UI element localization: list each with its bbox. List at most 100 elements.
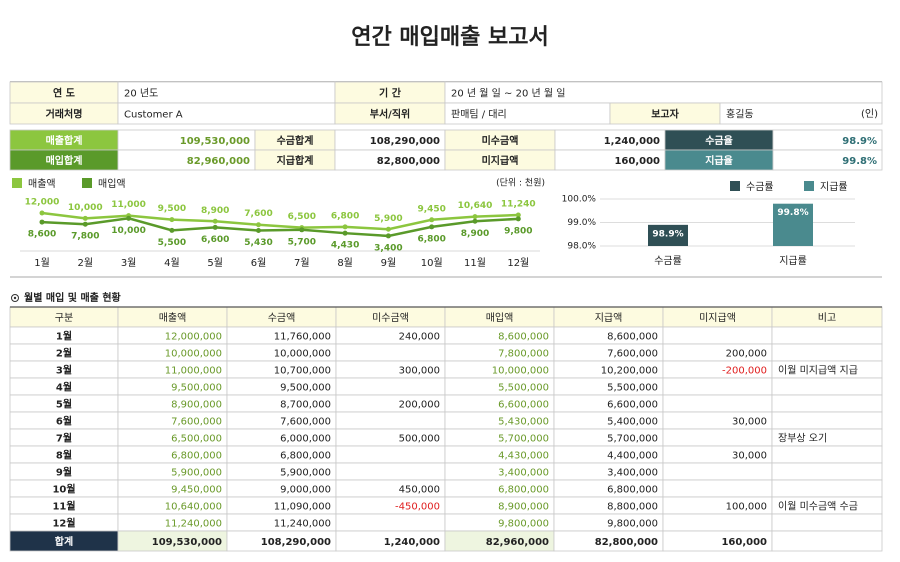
total-cell: 합계 xyxy=(55,535,73,548)
y-tick-label: 99.0% xyxy=(567,218,596,228)
x-tick-label: 지급률 xyxy=(779,255,807,267)
cell-text: 8월 xyxy=(56,450,72,462)
section-marker-dot xyxy=(13,296,17,300)
cell-text: 2월 xyxy=(56,348,72,360)
data-label: 6,500 xyxy=(288,212,316,222)
data-label: 6,800 xyxy=(417,234,445,244)
cell-text: 10,700,000 xyxy=(274,366,331,377)
total-cell: 82,800,000 xyxy=(595,537,658,548)
cell-text: 10,000,000 xyxy=(492,366,549,377)
cell-text: 장부상 오기 xyxy=(778,433,827,445)
cell-text: 200,000 xyxy=(399,400,440,411)
cell-text: 11,760,000 xyxy=(274,332,331,343)
info-label: 거래처명 xyxy=(46,108,83,121)
series-line xyxy=(41,217,519,238)
cell-text: 8,800,000 xyxy=(607,502,658,513)
summary-label: 미수금액 xyxy=(482,134,519,147)
summary-value: 1,240,000 xyxy=(604,136,660,147)
total-cell: 160,000 xyxy=(721,537,767,548)
summary-value: 160,000 xyxy=(614,156,660,167)
cell xyxy=(662,479,773,498)
cell xyxy=(335,513,446,532)
x-tick-label: 11월 xyxy=(464,257,486,269)
summary-label: 미지급액 xyxy=(482,154,519,167)
point xyxy=(212,224,218,230)
cell-text: 300,000 xyxy=(399,366,440,377)
data-label: 9,500 xyxy=(158,204,186,214)
header-cell: 지급액 xyxy=(595,312,623,324)
data-label: 6,600 xyxy=(201,235,229,245)
data-label: 7,600 xyxy=(244,209,272,219)
data-label: 4,430 xyxy=(331,241,359,251)
cell xyxy=(771,479,883,498)
cell-text: 3월 xyxy=(56,365,72,377)
cell-text: 8,700,000 xyxy=(280,400,331,411)
data-label: 9,800 xyxy=(504,226,532,236)
cell xyxy=(771,326,883,345)
cell-text: 6월 xyxy=(56,416,72,428)
point xyxy=(82,221,88,227)
cell-text: 9,000,000 xyxy=(280,485,331,496)
cell-text: 7,600,000 xyxy=(607,349,658,360)
x-tick-label: 수금률 xyxy=(654,255,682,267)
cell-text: 5,900,000 xyxy=(171,468,222,479)
data-label: 10,000 xyxy=(68,203,103,213)
point xyxy=(429,217,435,223)
cell-text: 10,000,000 xyxy=(165,349,222,360)
cell-text: 6,800,000 xyxy=(280,451,331,462)
x-tick-label: 5월 xyxy=(207,257,223,269)
cell-text: 20 년 월 일 ~ 20 년 월 일 xyxy=(451,88,565,100)
data-label: 99.8% xyxy=(777,208,808,218)
point xyxy=(515,212,521,218)
x-tick-label: 2월 xyxy=(78,257,94,269)
series-line xyxy=(41,211,519,231)
info-label: 연 도 xyxy=(53,87,75,100)
cell-text: 9월 xyxy=(56,467,72,479)
legend-swatch xyxy=(804,181,814,191)
cell xyxy=(662,513,773,532)
cell-text: 판매팀 / 대리 xyxy=(451,109,507,121)
cell-text: 5,430,000 xyxy=(498,417,549,428)
cell-text: 100,000 xyxy=(726,502,767,513)
point xyxy=(472,218,478,224)
summary-value: 82,960,000 xyxy=(187,156,250,167)
cell-text: 6,800,000 xyxy=(171,451,222,462)
cell-text: 4,400,000 xyxy=(607,451,658,462)
point xyxy=(126,215,132,221)
cell xyxy=(771,411,883,430)
cell xyxy=(335,377,446,396)
legend-swatch xyxy=(82,178,92,188)
cell-text: 8,900,000 xyxy=(498,502,549,513)
x-tick-label: 10월 xyxy=(421,257,443,269)
cell-text: 10월 xyxy=(52,484,75,496)
point xyxy=(385,233,391,239)
cell-text: 6,800,000 xyxy=(498,485,549,496)
cell xyxy=(662,462,773,481)
summary-label: 지급합계 xyxy=(277,154,314,167)
summary-label: 매입합계 xyxy=(46,154,83,167)
x-tick-label: 3월 xyxy=(121,257,137,269)
summary-label: 수금율 xyxy=(705,135,733,147)
cell-text: 1월 xyxy=(56,331,72,343)
cell-text: 5,400,000 xyxy=(607,417,658,428)
cell-text: 10,640,000 xyxy=(165,502,222,513)
cell-text: 11,240,000 xyxy=(165,519,222,530)
cell xyxy=(335,462,446,481)
point xyxy=(299,227,305,233)
cell-text: 12,000,000 xyxy=(165,332,222,343)
cell-text: 30,000 xyxy=(732,417,767,428)
summary-label: 지급율 xyxy=(705,154,733,167)
summary-label: 매출합계 xyxy=(46,134,83,147)
point xyxy=(256,228,261,234)
legend-label: 수금률 xyxy=(746,181,774,193)
cell-text: 4월 xyxy=(56,382,72,394)
cell-text: 9,800,000 xyxy=(607,519,658,530)
point xyxy=(39,219,45,225)
x-tick-label: 9월 xyxy=(381,257,397,269)
data-label: 10,640 xyxy=(458,201,493,211)
cell-text: 9,500,000 xyxy=(171,383,222,394)
data-label: 8,900 xyxy=(201,206,229,216)
point xyxy=(39,210,45,216)
cell-text: 5,500,000 xyxy=(498,383,549,394)
cell-text: 3,400,000 xyxy=(498,468,549,479)
